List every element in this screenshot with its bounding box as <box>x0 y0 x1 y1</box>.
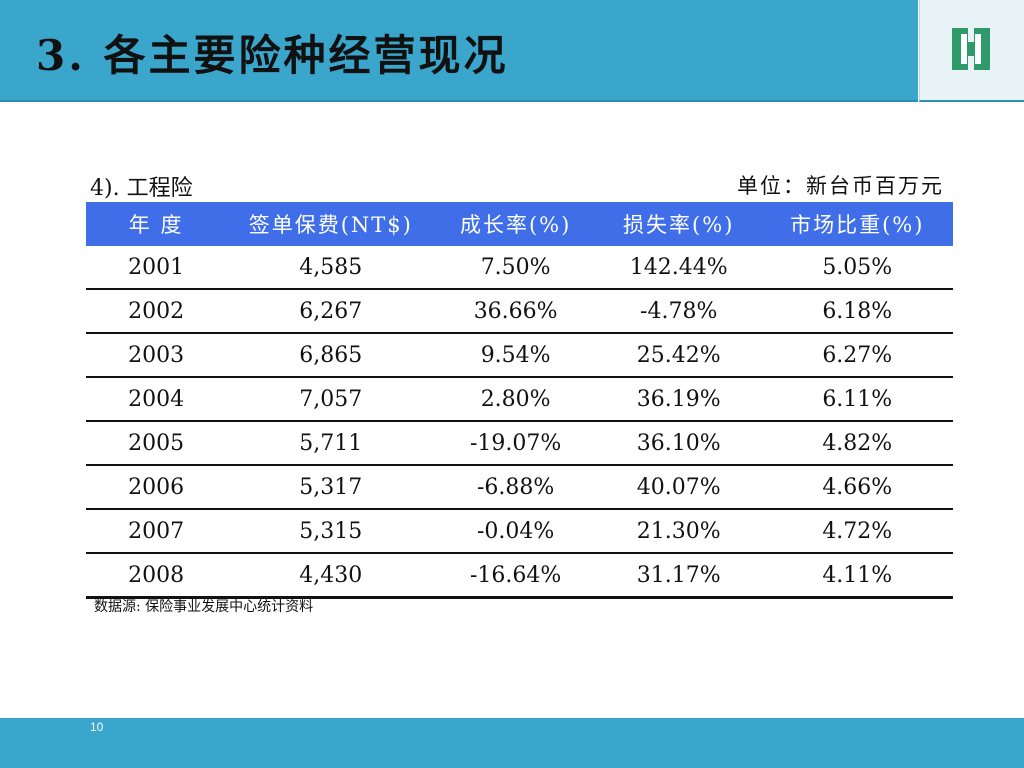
cell-loss-ratio: 31.17% <box>595 553 762 599</box>
section-subtitle: 4). 工程险 <box>90 176 193 201</box>
page-number: 10 <box>90 720 104 734</box>
cell-premium: 5,711 <box>226 421 436 466</box>
cell-year: 2002 <box>86 289 227 334</box>
cell-premium: 7,057 <box>226 377 436 422</box>
slide-title: 3. 各主要险种经营现况 <box>36 31 509 80</box>
unit-label: 单位：新台币百万元 <box>737 174 944 198</box>
cell-loss-ratio: 142.44% <box>595 246 762 290</box>
cell-growth-rate: 9.54% <box>435 333 596 378</box>
slide-footer <box>0 718 1024 768</box>
cell-year: 2006 <box>86 465 227 510</box>
table-row: 2002 6,267 36.66% -4.78% 6.18% <box>86 289 953 334</box>
cell-loss-ratio: 21.30% <box>595 509 762 554</box>
cell-year: 2005 <box>86 421 227 466</box>
cell-year: 2003 <box>86 333 227 378</box>
logo-area <box>919 0 1024 102</box>
cell-premium: 4,585 <box>226 246 436 290</box>
table-row: 2008 4,430 -16.64% 31.17% 4.11% <box>86 553 953 599</box>
column-header-loss-ratio: 损失率(%) <box>595 202 762 246</box>
cell-premium: 5,317 <box>226 465 436 510</box>
cell-market-share: 4.82% <box>761 421 953 466</box>
cell-loss-ratio: -4.78% <box>595 289 762 334</box>
cell-market-share: 5.05% <box>761 246 953 290</box>
slide-header: 3. 各主要险种经营现况 <box>0 0 918 102</box>
data-source-note: 数据源: 保险事业发展中心统计资料 <box>94 599 314 615</box>
cell-year: 2008 <box>86 553 227 599</box>
column-header-market-share: 市场比重(%) <box>761 202 953 246</box>
cell-market-share: 4.66% <box>761 465 953 510</box>
cell-growth-rate: -6.88% <box>435 465 596 510</box>
cell-premium: 6,267 <box>226 289 436 334</box>
cell-premium: 6,865 <box>226 333 436 378</box>
cell-year: 2004 <box>86 377 227 422</box>
column-header-year: 年 度 <box>86 202 227 246</box>
cell-premium: 5,315 <box>226 509 436 554</box>
table-row: 2003 6,865 9.54% 25.42% 6.27% <box>86 333 953 378</box>
cell-loss-ratio: 25.42% <box>595 333 762 378</box>
cell-loss-ratio: 40.07% <box>595 465 762 510</box>
column-header-growth-rate: 成长率(%) <box>435 202 596 246</box>
cell-market-share: 4.11% <box>761 553 953 599</box>
insurance-data-table: 年 度 签单保费(NT$) 成长率(%) 损失率(%) 市场比重(%) 2001… <box>86 202 953 599</box>
cell-growth-rate: -16.64% <box>435 553 596 599</box>
cell-growth-rate: 2.80% <box>435 377 596 422</box>
cell-growth-rate: 7.50% <box>435 246 596 290</box>
cell-market-share: 4.72% <box>761 509 953 554</box>
cell-premium: 4,430 <box>226 553 436 599</box>
cell-growth-rate: -0.04% <box>435 509 596 554</box>
table-row: 2001 4,585 7.50% 142.44% 5.05% <box>86 246 953 290</box>
cell-growth-rate: 36.66% <box>435 289 596 334</box>
table-row: 2006 5,317 -6.88% 40.07% 4.66% <box>86 465 953 510</box>
company-logo-icon <box>952 28 990 70</box>
cell-loss-ratio: 36.19% <box>595 377 762 422</box>
cell-loss-ratio: 36.10% <box>595 421 762 466</box>
column-header-premium: 签单保费(NT$) <box>226 202 436 246</box>
cell-growth-rate: -19.07% <box>435 421 596 466</box>
table-header-row: 年 度 签单保费(NT$) 成长率(%) 损失率(%) 市场比重(%) <box>86 202 953 246</box>
cell-market-share: 6.11% <box>761 377 953 422</box>
table-row: 2005 5,711 -19.07% 36.10% 4.82% <box>86 421 953 466</box>
table-row: 2007 5,315 -0.04% 21.30% 4.72% <box>86 509 953 554</box>
table-row: 2004 7,057 2.80% 36.19% 6.11% <box>86 377 953 422</box>
cell-year: 2007 <box>86 509 227 554</box>
cell-year: 2001 <box>86 246 227 290</box>
cell-market-share: 6.27% <box>761 333 953 378</box>
cell-market-share: 6.18% <box>761 289 953 334</box>
